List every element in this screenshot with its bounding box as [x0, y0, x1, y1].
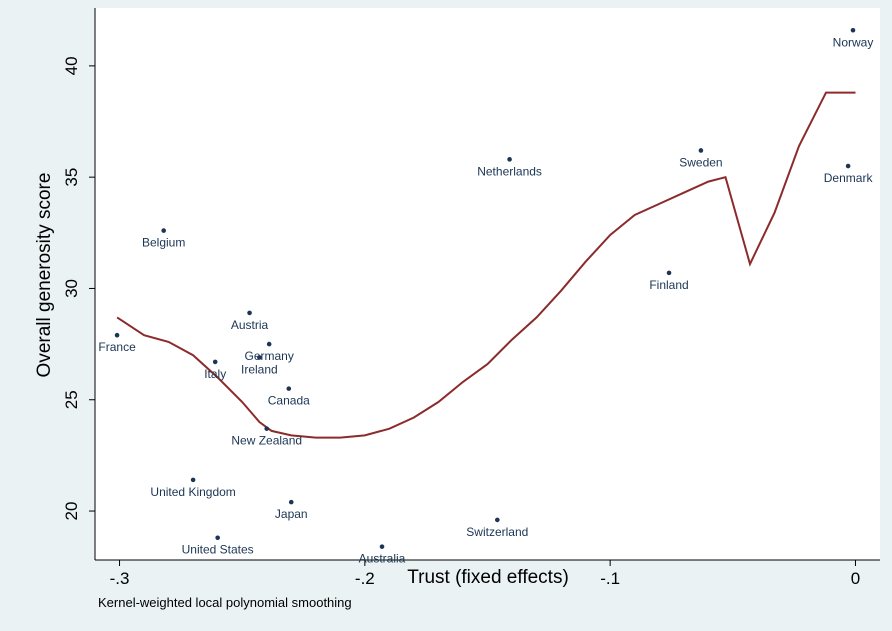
data-point — [507, 157, 512, 162]
point-label: Italy — [204, 367, 226, 381]
point-label: Belgium — [142, 236, 185, 250]
point-label: Ireland — [241, 362, 278, 376]
point-label: United Kingdom — [150, 485, 235, 499]
point-label: Japan — [275, 507, 308, 521]
y-tick-label: 30 — [62, 279, 81, 298]
y-axis-title: Overall generosity score — [34, 173, 55, 378]
data-point — [257, 355, 262, 360]
y-tick-label: 40 — [62, 56, 81, 75]
data-point — [698, 148, 704, 153]
point-label: Netherlands — [477, 164, 542, 178]
point-label: New Zealand — [231, 434, 302, 448]
data-point — [288, 499, 294, 505]
data-point — [266, 341, 272, 347]
point-label: Finland — [649, 278, 688, 292]
data-point — [286, 386, 292, 391]
x-axis-title: Trust (fixed effects) — [407, 567, 569, 588]
data-point — [247, 310, 252, 316]
data-point — [845, 163, 851, 169]
point-label: Australia — [359, 552, 406, 566]
data-point — [850, 27, 856, 33]
data-point — [190, 477, 196, 483]
point-label: Germany — [244, 349, 293, 363]
y-tick-label: 25 — [62, 390, 81, 409]
point-label: Austria — [231, 318, 269, 332]
data-layer: Norway Sweden Netherlands Denmark Belgium Fin… — [98, 27, 874, 566]
y-tick-label: 20 — [62, 502, 81, 521]
point-label: Canada — [268, 394, 310, 408]
data-point — [215, 535, 220, 541]
point-label: Sweden — [679, 155, 722, 169]
point-label: France — [98, 340, 136, 354]
smoothing-line — [116, 91, 856, 439]
x-tick-label: 0 — [851, 569, 860, 588]
x-tick-label: -.2 — [355, 569, 375, 588]
data-point — [495, 517, 500, 523]
y-tick-label: 35 — [62, 168, 81, 187]
point-label: Denmark — [824, 171, 874, 185]
data-point — [264, 426, 270, 431]
point-label: Switzerland — [466, 525, 528, 539]
x-tick-label: -.3 — [110, 569, 130, 588]
x-tick-label: -.1 — [600, 569, 620, 588]
data-point — [161, 228, 166, 233]
point-label: Norway — [833, 35, 874, 49]
y-axis: 20 25 30 35 40 — [62, 8, 96, 560]
data-point — [212, 359, 218, 365]
data-point — [666, 270, 672, 276]
data-point — [114, 332, 120, 338]
chart-note: Kernel-weighted local polynomial smoothi… — [98, 595, 352, 610]
point-label: United States — [182, 543, 254, 557]
data-point — [379, 544, 385, 549]
plot-area — [95, 8, 880, 560]
x-axis: -.3 -.2 -.1 0 — [95, 559, 880, 588]
